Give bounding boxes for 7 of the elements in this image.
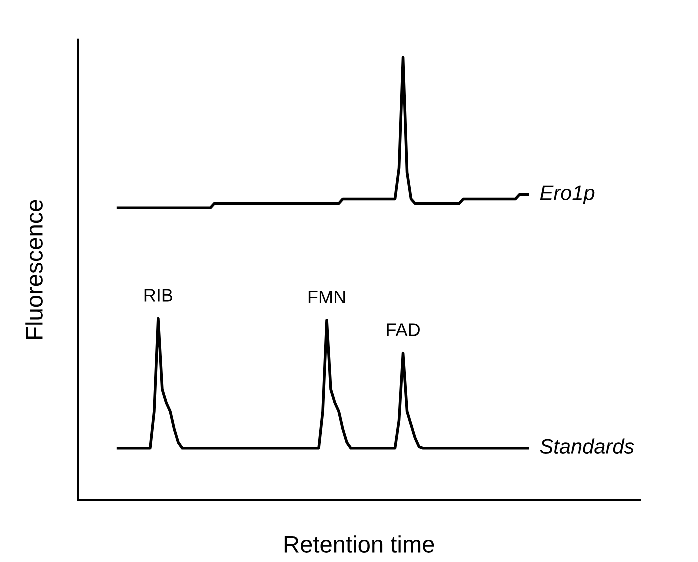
- x-axis-title: Retention time: [284, 536, 434, 553]
- series-label: Standards: [540, 438, 634, 454]
- annotation: RIB: [144, 289, 173, 302]
- y-axis-title: Fluorescence: [26, 200, 43, 339]
- annotation: FAD: [387, 324, 420, 336]
- annotation: FMN: [308, 291, 346, 304]
- series-label: Ero1p: [540, 186, 595, 205]
